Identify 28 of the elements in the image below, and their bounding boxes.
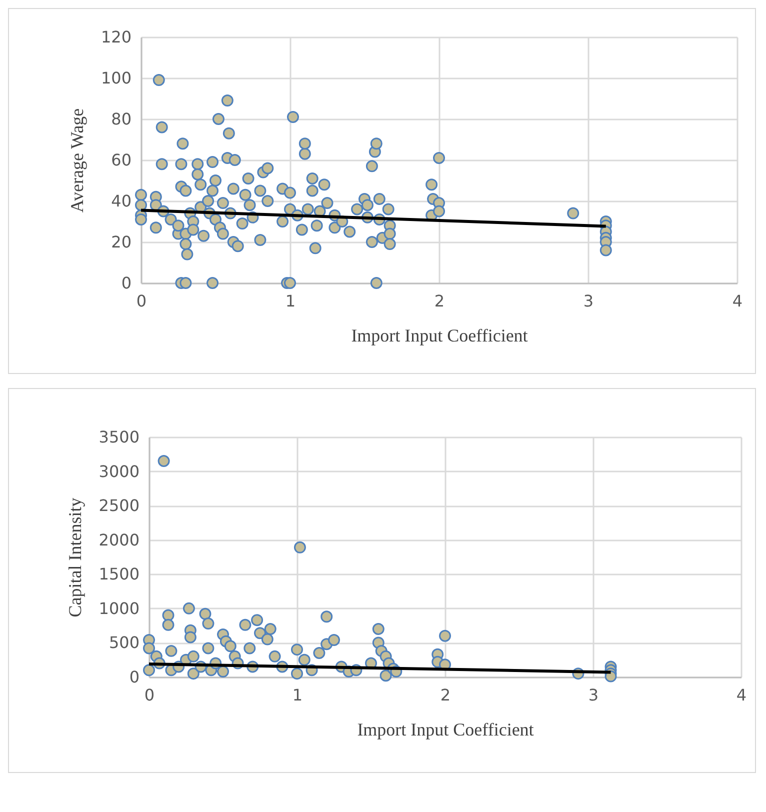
x-tick-label: 0 bbox=[144, 686, 155, 704]
x-axis-title: Import Input Coefficient bbox=[351, 326, 528, 346]
y-tick-label: 40 bbox=[111, 192, 132, 210]
y-tick-label: 3500 bbox=[98, 428, 140, 446]
y-tick-label: 2500 bbox=[98, 496, 140, 516]
x-axis-title: Import Input Coefficient bbox=[357, 720, 534, 740]
y-tick-label: 80 bbox=[111, 110, 132, 128]
x-tick-label: 1 bbox=[292, 686, 303, 704]
y-tick-label: 1500 bbox=[98, 564, 140, 584]
x-tick-label: 3 bbox=[588, 686, 599, 704]
x-tick-label: 2 bbox=[434, 292, 445, 310]
y-tick-label: 0 bbox=[129, 668, 140, 686]
y-axis-title: Capital Intensity bbox=[64, 498, 85, 618]
x-tick-label: 2 bbox=[440, 686, 451, 704]
y-tick-label: 120 bbox=[100, 28, 132, 46]
y-tick-label: 60 bbox=[111, 150, 132, 170]
y-tick-label: 500 bbox=[108, 633, 140, 652]
x-tick-label: 3 bbox=[583, 292, 594, 310]
x-tick-label: 4 bbox=[736, 686, 747, 704]
y-tick-label: 100 bbox=[100, 68, 132, 88]
y-tick-label: 3000 bbox=[98, 462, 140, 481]
y-tick-label: 0 bbox=[121, 274, 132, 292]
y-tick-label: 2000 bbox=[98, 530, 140, 550]
y-tick-label: 20 bbox=[111, 232, 132, 252]
y-axis-title: Average Wage bbox=[66, 108, 87, 213]
x-tick-label: 1 bbox=[285, 292, 296, 310]
x-tick-label: 4 bbox=[732, 292, 743, 310]
y-tick-label: 1000 bbox=[98, 598, 140, 618]
